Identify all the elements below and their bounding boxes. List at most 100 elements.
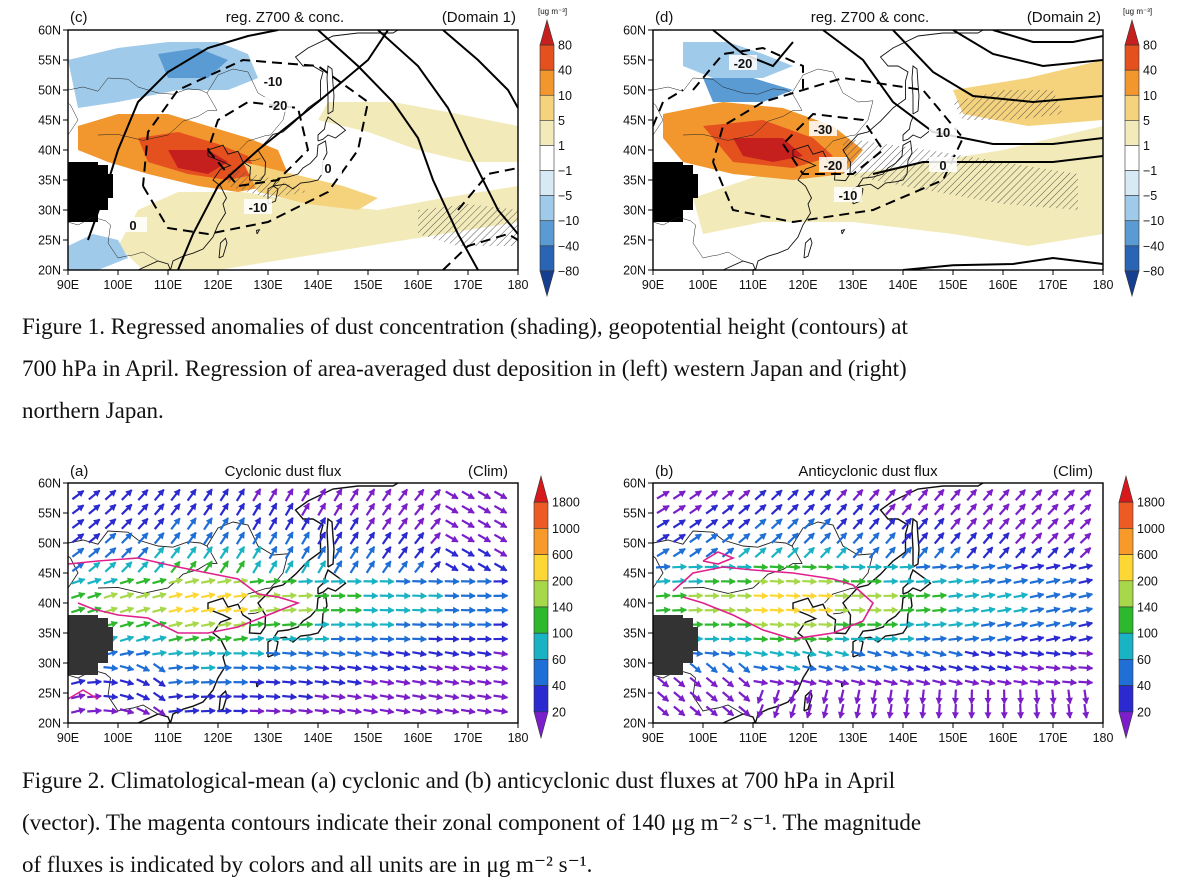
flux-vector-arrow [104, 503, 117, 515]
coastline [218, 237, 228, 259]
flux-vector-arrow [381, 560, 392, 574]
flux-vector-arrow [655, 563, 671, 571]
flux-vector-arrow [168, 592, 184, 599]
panel-clim-tag: (Clim) [468, 463, 508, 480]
figure1-panel-1-colorbar-segment [1124, 145, 1140, 171]
flux-vector-arrow [493, 562, 508, 572]
flux-vector-arrow [493, 693, 509, 701]
figure2-panel-1-colorbar-label: 100 [1137, 627, 1158, 641]
figure1-panel-1-lon-label: 100E [688, 278, 717, 292]
flux-vector-arrow [119, 693, 135, 701]
flux-vector-arrow [948, 635, 964, 643]
flux-vector-arrow [395, 621, 411, 629]
flux-vector-arrow [738, 705, 751, 717]
flux-vector-arrow [314, 650, 330, 658]
flux-vector-arrow [1062, 649, 1078, 658]
figure2-panel-1-lon-label: 140E [888, 731, 917, 745]
flux-vector-arrow [88, 561, 101, 573]
flux-vector-arrow [980, 650, 996, 658]
flux-vector-arrow [769, 563, 785, 571]
flux-vector-arrow [477, 664, 492, 672]
flux-vector-arrow [753, 635, 769, 643]
figure2-panel-1-colorbar-segment [1118, 580, 1134, 608]
flux-vector-arrow [917, 488, 929, 502]
flux-vector-arrow [738, 691, 751, 702]
figure1-panel-1-colorbar-label: −10 [1143, 214, 1164, 228]
contour-solid [377, 30, 518, 235]
panel-domain-tag: (Domain 2) [1027, 9, 1101, 26]
flux-vector-arrow [837, 703, 845, 719]
flux-vector-arrow [850, 664, 866, 672]
tibetan-plateau-mask [653, 615, 698, 675]
figure2-panel-1-lat-label: 50N [623, 537, 646, 551]
flux-vector-arrow [200, 592, 216, 600]
flux-vector-arrow [136, 692, 151, 701]
flux-vector-arrow [87, 707, 103, 715]
figure2-panel-0-lon-label: 170E [453, 731, 482, 745]
flux-vector-arrow [1013, 678, 1029, 686]
flux-vector-arrow [705, 691, 718, 702]
figure1-panel-1-lat-label: 40N [623, 144, 646, 158]
flux-vector-arrow [753, 664, 769, 672]
flux-vector-arrow [802, 664, 817, 672]
flux-vector-arrow [785, 606, 801, 614]
flux-vector-arrow [330, 577, 346, 585]
flux-vector-arrow [1079, 489, 1092, 501]
flux-vector-arrow [720, 621, 736, 629]
flux-vector-arrow [152, 635, 167, 643]
flux-vector-arrow [282, 606, 298, 614]
flux-vector-arrow [365, 531, 376, 545]
flux-vector-arrow [655, 577, 671, 585]
flux-vector-arrow [119, 679, 135, 686]
flux-vector-arrow [1045, 678, 1061, 686]
flux-vector-arrow [265, 577, 281, 585]
flux-vector-arrow [347, 693, 362, 701]
flux-vector-arrow [493, 678, 509, 686]
flux-vector-arrow [412, 606, 428, 614]
flux-vector-arrow [397, 503, 409, 516]
contour-dashed [442, 232, 518, 270]
flux-vector-arrow [252, 545, 262, 560]
flux-vector-arrow [852, 546, 864, 559]
flux-vector-arrow [397, 517, 409, 531]
flux-vector-arrow [689, 518, 702, 529]
flux-vector-arrow [444, 693, 460, 701]
flux-vector-arrow [284, 545, 294, 560]
flux-vector-arrow [395, 707, 411, 715]
flux-vector-arrow [219, 517, 229, 531]
flux-vector-arrow [1062, 577, 1077, 585]
flux-vector-arrow [137, 532, 149, 545]
flux-vector-arrow [397, 531, 409, 545]
flux-vector-arrow [819, 489, 832, 501]
flux-vector-arrow [672, 519, 686, 529]
flux-vector-arrow [834, 621, 850, 629]
flux-vector-arrow [461, 504, 475, 514]
flux-vector-arrow [363, 606, 379, 614]
flux-vector-arrow [153, 503, 165, 516]
border [682, 92, 803, 141]
flux-vector-arrow [219, 531, 229, 545]
flux-vector-arrow [870, 689, 878, 705]
flux-vector-arrow [412, 678, 427, 686]
flux-vector-arrow [818, 621, 834, 629]
flux-vector-arrow [412, 577, 428, 585]
flux-vector-arrow [265, 693, 281, 701]
flux-vector-arrow [282, 664, 298, 672]
flux-vector-arrow [1063, 518, 1075, 530]
figure2-panel-0-lat-label: 35N [38, 627, 61, 641]
shade-red [733, 138, 803, 162]
flux-vector-arrow [265, 707, 281, 715]
figure2-panel-0-colorbar-segment [533, 632, 549, 660]
flux-vector-arrow [217, 664, 233, 672]
flux-vector-arrow [395, 678, 411, 686]
flux-vector-arrow [689, 705, 702, 717]
flux-vector-arrow [1045, 577, 1061, 585]
figure2-panel-0-colorbar-label: 140 [552, 601, 573, 615]
flux-vector-arrow [330, 606, 346, 614]
flux-vector-arrow [915, 679, 931, 686]
coastline [317, 116, 347, 142]
flux-vector-arrow [184, 707, 200, 715]
figure2-panel-0-lon-label: 90E [57, 731, 79, 745]
figure2-panel-0-lon-label: 110E [154, 731, 182, 745]
flux-vector-arrow [998, 489, 1010, 501]
